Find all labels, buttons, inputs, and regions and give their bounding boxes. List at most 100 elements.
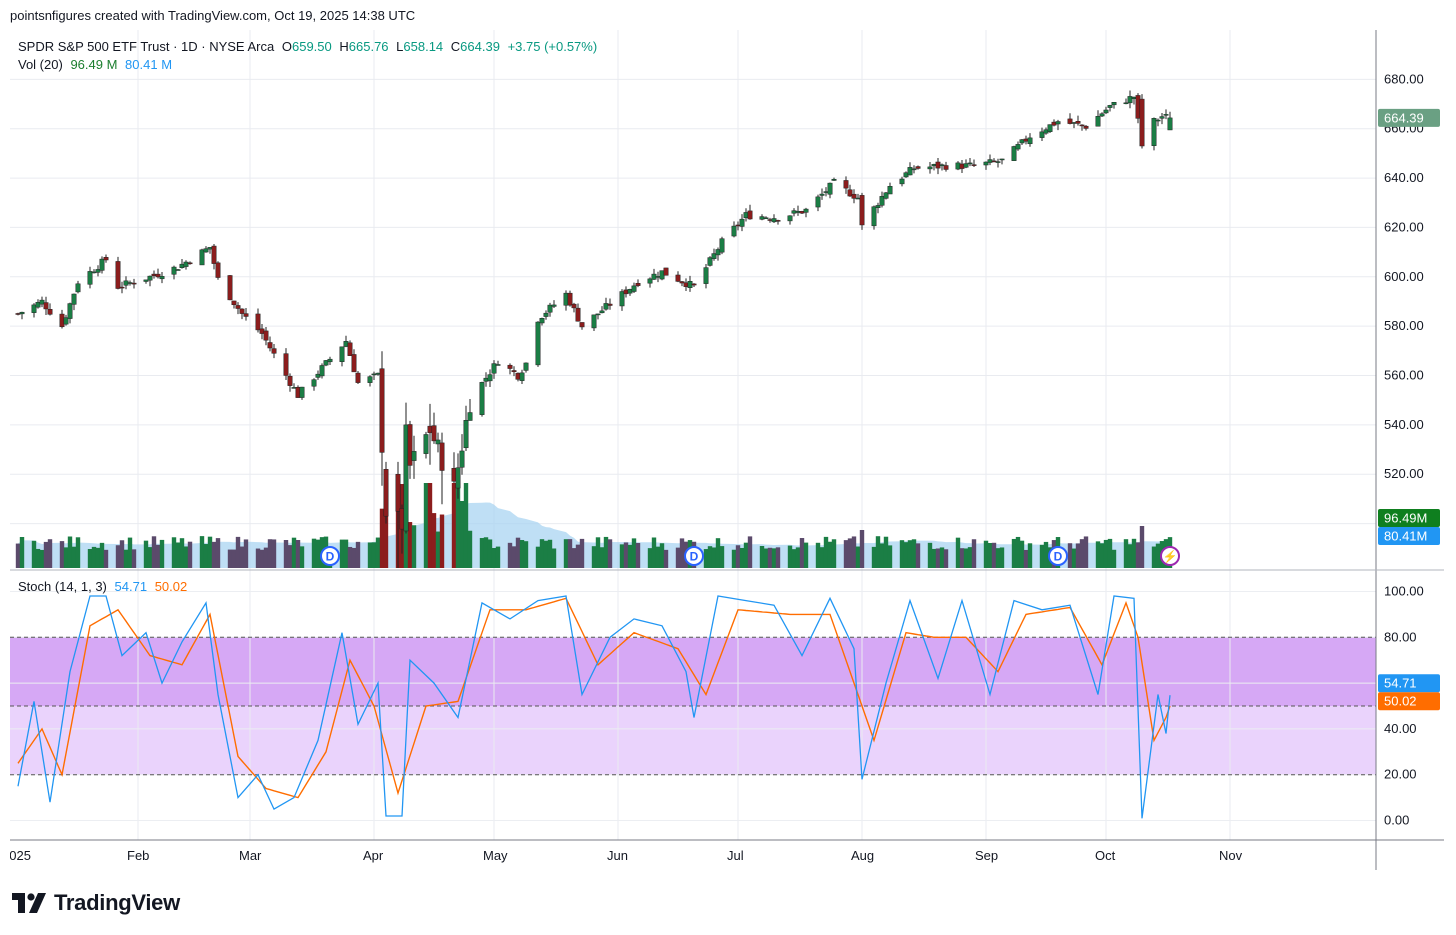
candle[interactable] [823,191,829,193]
candle[interactable] [715,249,721,256]
candle[interactable] [535,321,541,366]
candle[interactable] [311,379,317,387]
candle[interactable] [851,193,857,199]
candle[interactable] [175,269,181,271]
candle[interactable] [43,302,49,310]
candle[interactable] [487,374,493,382]
candle[interactable] [1043,129,1049,134]
candle[interactable] [1155,119,1161,122]
candle[interactable] [659,270,665,280]
candle[interactable] [987,159,993,163]
candle[interactable] [675,274,681,282]
candle[interactable] [1071,122,1077,124]
candle[interactable] [15,313,21,315]
candle[interactable] [255,313,261,331]
candle[interactable] [323,360,329,366]
candle[interactable] [203,248,209,253]
candle[interactable] [123,280,129,286]
candle[interactable] [515,372,521,380]
candle[interactable] [87,271,93,285]
candle[interactable] [63,317,69,325]
candle[interactable] [435,439,441,445]
candle[interactable] [539,318,545,324]
tradingview-logo[interactable]: TradingView [12,890,180,916]
candle[interactable] [375,372,381,375]
candle[interactable] [651,273,657,280]
candle[interactable] [147,275,153,281]
candle[interactable] [347,342,353,356]
candle[interactable] [591,314,597,329]
candle[interactable] [1075,121,1081,124]
candle[interactable] [731,225,737,237]
candle[interactable] [511,370,517,373]
candle[interactable] [227,275,233,301]
candle[interactable] [283,353,289,376]
candle[interactable] [339,346,345,362]
candle[interactable] [1095,116,1101,127]
candle[interactable] [1027,137,1033,145]
candle[interactable] [47,309,53,315]
earnings-marker[interactable] [1160,546,1180,566]
candle[interactable] [1015,144,1021,150]
candle[interactable] [1083,125,1089,129]
candle[interactable] [883,192,889,199]
candle[interactable] [507,364,513,369]
candle[interactable] [855,197,861,200]
candle[interactable] [663,267,669,276]
candle[interactable] [711,253,717,259]
candle[interactable] [623,289,629,295]
candle[interactable] [327,358,333,363]
candle[interactable] [171,266,177,275]
candle[interactable] [795,210,801,213]
candle[interactable] [1055,121,1061,125]
candle[interactable] [231,300,237,306]
candle[interactable] [351,354,357,373]
candle[interactable] [819,193,825,196]
candle[interactable] [31,304,37,313]
candle[interactable] [935,161,941,169]
candle[interactable] [887,186,893,195]
candle[interactable] [971,164,977,166]
candle[interactable] [455,467,461,489]
candle[interactable] [547,304,553,313]
candle[interactable] [403,424,409,532]
candle[interactable] [151,273,157,276]
candle[interactable] [879,196,885,206]
candle[interactable] [259,328,265,334]
candle[interactable] [39,299,45,305]
candle[interactable] [1067,118,1073,124]
candle[interactable] [707,257,713,266]
candle[interactable] [271,348,277,354]
candle[interactable] [963,163,969,168]
candle[interactable] [423,434,429,454]
candle[interactable] [655,276,661,278]
candle[interactable] [91,271,97,274]
candle[interactable] [267,342,273,349]
candle[interactable] [427,425,433,434]
symbol-title[interactable]: SPDR S&P 500 ETF Trust · 1D · NYSE Arca [18,39,275,54]
candle[interactable] [143,279,149,282]
candle[interactable] [599,310,605,314]
candle[interactable] [243,313,249,317]
candle[interactable] [67,303,73,319]
candle[interactable] [431,425,437,442]
candle[interactable] [299,386,305,398]
candle[interactable] [367,376,373,383]
candle[interactable] [563,292,569,306]
candle[interactable] [915,166,921,169]
candle[interactable] [683,282,689,287]
dividend-marker[interactable] [684,546,704,566]
candle[interactable] [627,289,633,294]
candle[interactable] [843,180,849,189]
candle[interactable] [99,258,105,271]
candle[interactable] [395,473,401,512]
candle[interactable] [239,308,245,314]
candle[interactable] [1019,139,1025,144]
candle[interactable] [743,212,749,219]
candle[interactable] [103,257,109,261]
candle[interactable] [1011,146,1017,161]
candle[interactable] [19,311,25,315]
candle[interactable] [787,215,793,222]
candle[interactable] [211,245,217,264]
candle[interactable] [903,172,909,178]
